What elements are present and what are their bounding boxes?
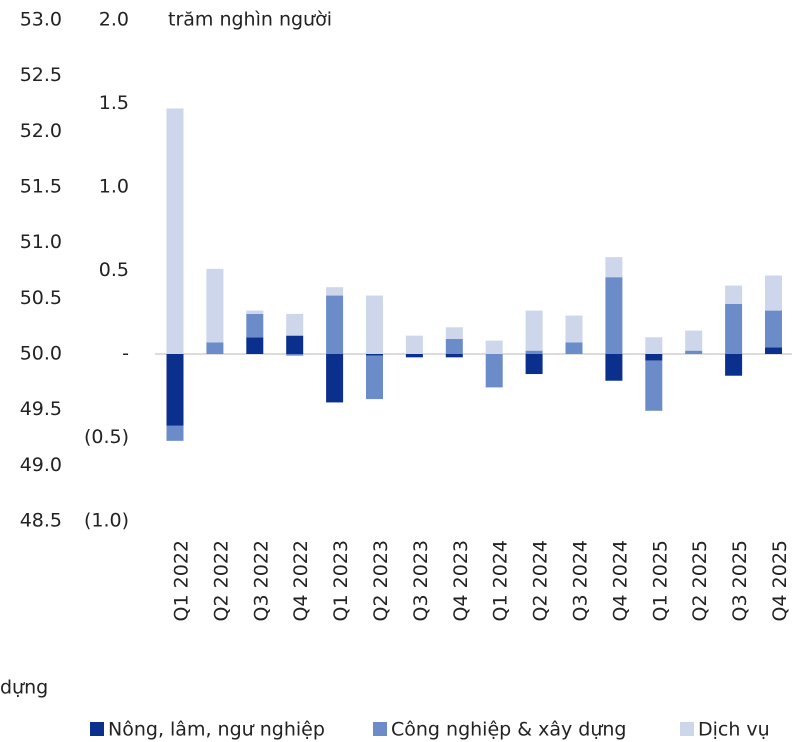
bar-segment	[685, 350, 703, 354]
legend-label: Nông, lâm, ngư nghiệp	[108, 719, 325, 741]
bar-segment	[605, 257, 623, 278]
bar-segment	[206, 342, 224, 354]
bar-segment	[246, 310, 264, 314]
bar-segment	[286, 335, 304, 354]
y2-tick-label: 51.0	[20, 231, 62, 253]
y2-tick-label: 52.5	[20, 64, 62, 86]
x-tick-label: Q4 2025	[769, 540, 791, 621]
bar-segment	[326, 287, 344, 296]
bar-segment	[765, 347, 782, 354]
bar-segment	[725, 285, 743, 304]
bar-segment	[485, 354, 503, 388]
x-tick-label: Q1 2024	[490, 540, 512, 621]
x-tick-label: Q3 2023	[410, 540, 432, 621]
bar-segment	[445, 327, 463, 339]
bar-segment	[725, 354, 743, 376]
y-tick-label: 1.0	[99, 176, 129, 198]
y-tick-label: (1.0)	[84, 510, 129, 532]
bar-segment	[565, 315, 583, 343]
y-tick-label: 2.0	[99, 9, 129, 31]
bar-segment	[445, 338, 463, 354]
legend-label: Công nghiệp & xây dựng	[391, 719, 626, 741]
y2-tick-label: 49.5	[20, 398, 62, 420]
bar-segment	[405, 335, 423, 354]
bar-segment	[725, 303, 743, 354]
x-tick-label: Q4 2022	[290, 540, 312, 621]
bar-segment	[765, 275, 782, 311]
y2-tick-label: 50.0	[20, 343, 62, 365]
bar-segment	[405, 354, 423, 358]
bar-segment	[286, 313, 304, 336]
bar-segment	[525, 354, 543, 375]
x-tick-label: Q3 2025	[729, 540, 751, 621]
y2-tick-label: 49.0	[20, 454, 62, 476]
y2-tick-label: 50.5	[20, 287, 62, 309]
bar-segment	[525, 310, 543, 351]
bar-segment	[445, 354, 463, 358]
y-tick-label: 0.5	[99, 259, 129, 281]
bar-segment	[166, 425, 184, 441]
bar-segment	[206, 268, 224, 343]
bar-segment	[645, 360, 663, 411]
y-tick-label: -	[122, 343, 129, 365]
bar-segment	[605, 277, 623, 354]
annotation: dựng	[0, 677, 48, 699]
x-tick-label: Q2 2022	[210, 540, 232, 621]
bar-segment	[605, 354, 623, 381]
bar-segment	[366, 295, 383, 354]
legend-swatch	[680, 722, 694, 736]
legend-swatch	[373, 722, 387, 736]
y-tick-label: (0.5)	[84, 426, 129, 448]
bar-segment	[246, 313, 264, 338]
bar-segment	[525, 350, 543, 354]
y2-tick-label: 52.0	[20, 120, 62, 142]
y-tick-label: 1.5	[99, 92, 129, 114]
bar-segment	[366, 355, 383, 400]
bar-segment	[645, 337, 663, 354]
bar-segment	[286, 354, 304, 356]
x-tick-label: Q1 2023	[330, 540, 352, 621]
x-tick-label: Q4 2024	[609, 540, 631, 621]
y2-tick-label: 48.5	[20, 510, 62, 532]
x-tick-label: Q2 2025	[689, 540, 711, 621]
legend-label: Dịch vụ	[698, 719, 770, 741]
bar-segment	[246, 337, 264, 354]
bar-segment	[366, 354, 383, 356]
bar-segment	[485, 340, 503, 354]
x-tick-label: Q1 2022	[171, 540, 193, 621]
x-tick-label: Q3 2022	[250, 540, 272, 621]
bar-segment	[166, 354, 184, 426]
x-tick-label: Q2 2023	[370, 540, 392, 621]
bar-segment	[326, 295, 344, 354]
y2-tick-label: 53.0	[20, 9, 62, 31]
bar-segment	[685, 330, 703, 351]
x-tick-label: Q1 2025	[649, 540, 671, 621]
bar-segment	[645, 354, 663, 361]
y2-tick-label: 51.5	[20, 176, 62, 198]
bar-segment	[166, 108, 184, 354]
bar-segment	[326, 354, 344, 403]
x-tick-label: Q4 2023	[450, 540, 472, 621]
legend-swatch	[90, 722, 104, 736]
unit-label: trăm nghìn người	[168, 9, 332, 31]
bar-segment	[765, 310, 782, 348]
x-tick-label: Q3 2024	[570, 540, 592, 621]
bar-segment	[565, 342, 583, 354]
x-tick-label: Q2 2024	[530, 540, 552, 621]
